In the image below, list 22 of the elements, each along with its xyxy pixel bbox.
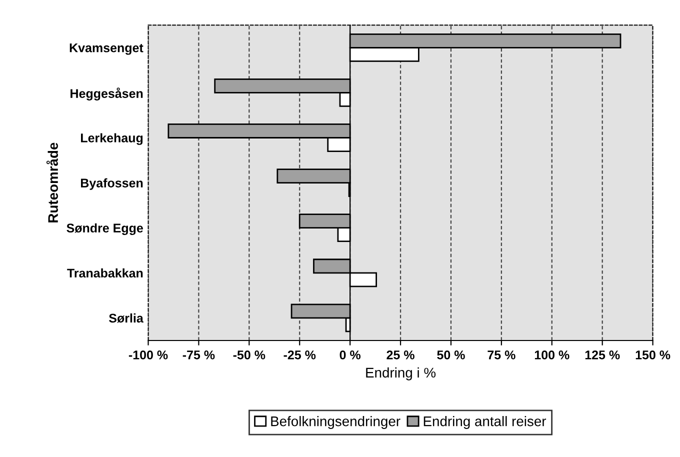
y-axis-title: Ruteområde <box>46 142 58 222</box>
x-tick-label: 100 % <box>534 350 570 360</box>
y-tick-label: Kvamsenget <box>70 44 144 55</box>
x-tick-label: -50 % <box>233 350 266 360</box>
x-tick-label: 50 % <box>437 350 465 360</box>
x-tick-label: -100 % <box>128 350 168 360</box>
x-tick-label: 75 % <box>488 350 516 360</box>
x-tick-label: 125 % <box>585 350 620 360</box>
legend-label: Befolkningsendringer <box>271 416 400 429</box>
x-tick-label: 150 % <box>636 350 670 360</box>
y-tick-label: Sørlia <box>109 313 144 323</box>
y-tick-label: Heggesåsen <box>70 88 143 100</box>
y-tick-label: Søndre Egge <box>66 223 143 236</box>
y-tick-label: Tranabakkan <box>67 268 143 278</box>
legend-label: Endring antall reiser <box>424 416 546 429</box>
x-axis-title: Endring i % <box>366 367 436 380</box>
x-tick-label: -75 % <box>182 350 215 360</box>
x-tick-label: 25 % <box>386 350 414 360</box>
y-tick-label: Byafossen <box>81 178 143 190</box>
y-tick-label: Lerkehaug <box>81 133 143 145</box>
x-tick-label: -25 % <box>284 350 316 360</box>
x-tick-label: 0 % <box>340 350 361 360</box>
